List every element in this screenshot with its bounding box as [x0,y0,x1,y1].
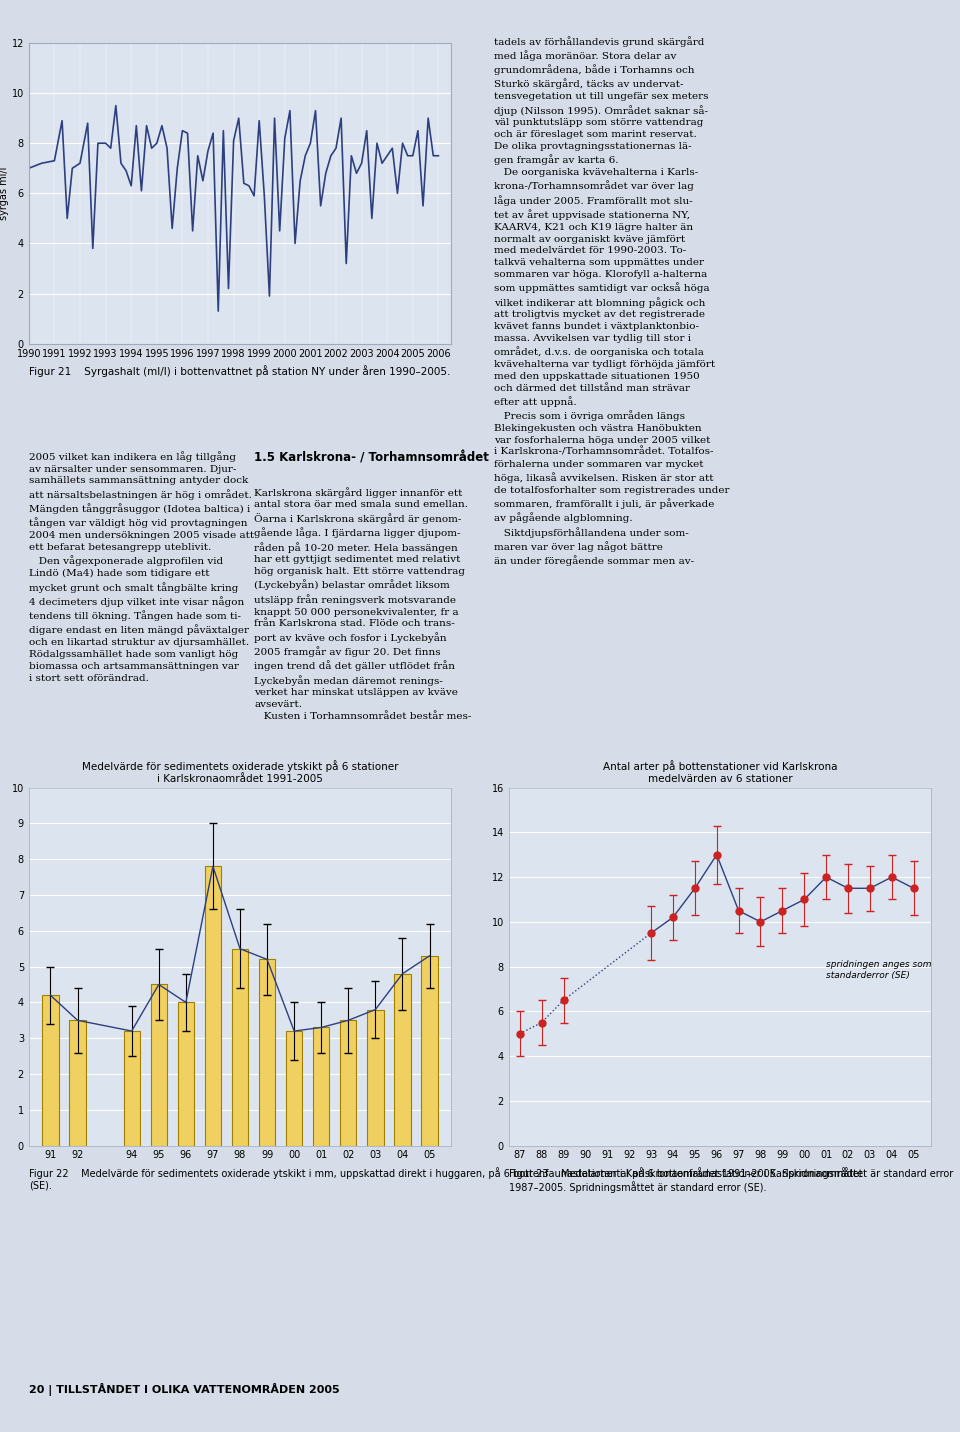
Bar [69,1020,85,1146]
Text: tadels av förhållandevis grund skärgård
med låga moränöar. Stora delar av
grundo: tadels av förhållandevis grund skärgård … [494,36,730,567]
Text: 1.5 Karlskrona- / Torhamnsområdet: 1.5 Karlskrona- / Torhamnsområdet [254,451,490,464]
Bar [232,948,248,1146]
Bar [313,1028,329,1146]
Bar [395,974,411,1146]
Y-axis label: syrgas ml/l: syrgas ml/l [0,166,9,221]
Text: spridningen anges som
standarderror (SE): spridningen anges som standarderror (SE) [827,961,931,979]
Text: Figur 22    Medelvärde för sedimentets oxiderade ytskikt i mm, uppskattad direkt: Figur 22 Medelvärde för sedimentets oxid… [29,1167,953,1190]
Bar [368,1010,383,1146]
Text: Figur 23    Medelartantal på 6 bottenfaunastationer i Karlskronaområdet
1987–200: Figur 23 Medelartantal på 6 bottenfaunas… [509,1167,862,1193]
Bar [421,957,438,1146]
Bar [286,1031,302,1146]
Bar [42,995,59,1146]
Bar [204,866,221,1146]
Bar [178,1002,194,1146]
Bar [259,959,276,1146]
Title: Medelvärde för sedimentets oxiderade ytskikt på 6 stationer
i Karlskronaområdet : Medelvärde för sedimentets oxiderade yts… [82,760,398,785]
Bar [124,1031,140,1146]
Text: 2005 vilket kan indikera en låg tillgång
av närsalter under sensommaren. Djur-
s: 2005 vilket kan indikera en låg tillgång… [29,451,254,683]
Title: Antal arter på bottenstationer vid Karlskrona
medelvärden av 6 stationer: Antal arter på bottenstationer vid Karls… [603,760,837,785]
Text: 20 | TILLSTÅNDET I OLIKA VATTENOMRÅDEN 2005: 20 | TILLSTÅNDET I OLIKA VATTENOMRÅDEN 2… [29,1383,340,1396]
Text: Figur 21    Syrgashalt (ml/l) i bottenvattnet på station NY under åren 1990–2005: Figur 21 Syrgashalt (ml/l) i bottenvattn… [29,365,450,377]
Bar [340,1020,356,1146]
Text: Karlskrona skärgård ligger innanför ett
antal stora öar med smala sund emellan.
: Karlskrona skärgård ligger innanför ett … [254,487,471,720]
Bar [151,985,167,1146]
